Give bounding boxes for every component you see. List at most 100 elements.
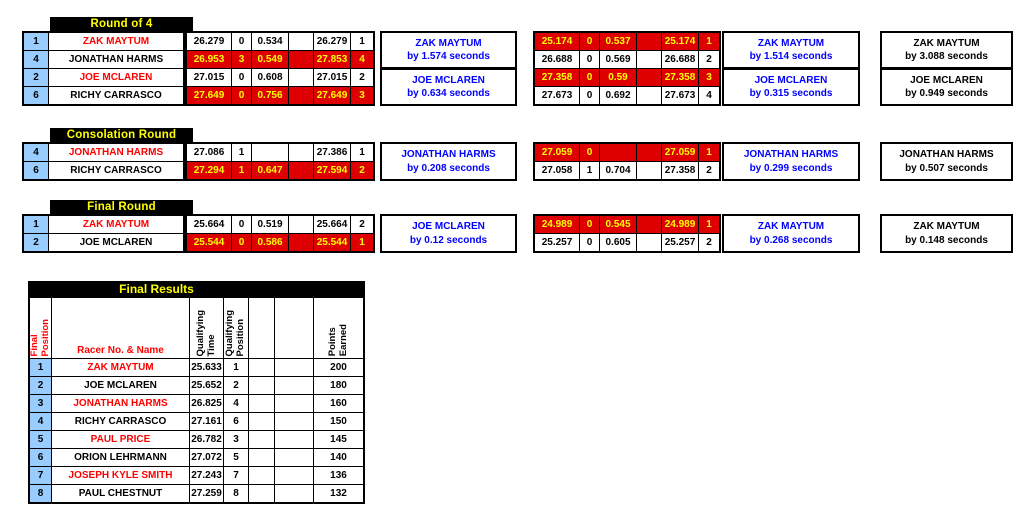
blank-cell [249, 467, 274, 484]
racer-name-cell: PAUL CHESTNUT [52, 485, 189, 502]
reaction-cell: 0.59 [600, 69, 636, 86]
total-cell: 25.544 [314, 234, 350, 251]
blank-cell [275, 377, 313, 394]
qualifying-time-cell: 27.259 [190, 485, 223, 502]
qualifying-position-cell: 4 [224, 395, 248, 412]
winner-name: ZAK MAYTUM [415, 37, 482, 49]
final-results-table: Final Position Racer No. & Name Qualifyi… [28, 296, 365, 504]
rank-cell: 2 [351, 216, 373, 233]
winner-name: JOE MCLAREN [910, 74, 983, 86]
points-cell: 145 [314, 431, 363, 448]
gap-cell [289, 51, 313, 68]
points-cell: 150 [314, 413, 363, 430]
winner-margin: by 0.299 seconds [749, 162, 833, 174]
final-position-header: Final Position [29, 298, 51, 358]
qualifying-position-cell: 2 [224, 377, 248, 394]
racer-name-header: Racer No. & Name [52, 298, 189, 358]
run1-winner-box: ZAK MAYTUM by 1.574 seconds [380, 31, 517, 69]
final-results-title: Final Results [28, 281, 365, 296]
time-cell: 26.688 [535, 51, 579, 68]
seed-cell: 2 [24, 69, 48, 86]
final-position-cell: 6 [30, 449, 51, 466]
seed-cell: 4 [24, 144, 48, 161]
total-cell: 24.989 [662, 216, 698, 233]
racer-name-cell: RICHY CARRASCO [52, 413, 189, 430]
points-cell: 140 [314, 449, 363, 466]
rank-cell: 2 [351, 69, 373, 86]
blank-header [275, 298, 313, 358]
winner-name: JONATHAN HARMS [401, 149, 496, 160]
racer-name-cell: JONATHAN HARMS [49, 51, 183, 68]
winner-margin: by 0.634 seconds [407, 88, 490, 99]
blank-cell [249, 431, 274, 448]
total-cell: 27.853 [314, 51, 350, 68]
run2-winner-box: ZAK MAYTUM by 1.514 seconds [722, 31, 860, 69]
gap-cell [637, 234, 661, 251]
penalty-cell: 0 [580, 234, 599, 251]
time-cell: 24.989 [535, 216, 579, 233]
time-cell: 26.953 [187, 51, 231, 68]
gap-cell [637, 216, 661, 233]
winner-margin: by 0.315 seconds [749, 88, 833, 99]
gap-cell [637, 162, 661, 179]
final-position-cell: 2 [30, 377, 51, 394]
penalty-cell: 0 [580, 144, 599, 161]
points-cell: 160 [314, 395, 363, 412]
penalty-cell: 3 [232, 51, 251, 68]
winner-name: ZAK MAYTUM [757, 221, 825, 232]
time-cell: 27.058 [535, 162, 579, 179]
round-of-4-run1-table: 26.279 0 0.534 26.279 1 26.953 3 0.549 2… [185, 31, 375, 106]
qualifying-time-header: Qualifying Time [190, 298, 223, 358]
seed-cell: 1 [24, 216, 48, 233]
seed-cell: 6 [24, 162, 48, 179]
total-cell: 25.664 [314, 216, 350, 233]
gap-cell [289, 234, 313, 251]
rank-cell: 2 [699, 162, 719, 179]
seed-cell: 4 [24, 51, 48, 68]
winner-name: ZAK MAYTUM [757, 37, 825, 49]
winner-name: JONATHAN HARMS [743, 149, 839, 160]
qualifying-time-header-label: Qualifying Time [194, 309, 217, 356]
penalty-cell: 0 [580, 87, 599, 104]
time-cell: 27.358 [535, 69, 579, 86]
time-cell: 26.279 [187, 33, 231, 50]
rank-cell: 4 [699, 87, 719, 104]
overall-winner-box: JONATHAN HARMS by 0.507 seconds [880, 142, 1013, 181]
winner-margin: by 0.148 seconds [905, 234, 988, 246]
gap-cell [289, 87, 313, 104]
rank-cell: 1 [351, 33, 373, 50]
winner-margin: by 3.088 seconds [905, 51, 988, 62]
qualifying-time-cell: 26.782 [190, 431, 223, 448]
gap-cell [637, 69, 661, 86]
qualifying-time-cell: 27.243 [190, 467, 223, 484]
final-position-cell: 4 [30, 413, 51, 430]
points-earned-header-label: Points Earned [326, 323, 349, 356]
qualifying-position-header: Qualifying Position [224, 298, 248, 358]
final-round-run1-table: 25.664 0 0.519 25.664 2 25.544 0 0.586 2… [185, 214, 375, 253]
final-position-cell: 8 [30, 485, 51, 502]
total-cell: 26.279 [314, 33, 350, 50]
rank-cell: 1 [699, 216, 719, 233]
reaction-cell: 0.647 [252, 162, 288, 179]
run1-winner-box: JOE MCLAREN by 0.12 seconds [380, 214, 517, 253]
gap-cell [289, 216, 313, 233]
winner-margin: by 0.208 seconds [407, 162, 490, 174]
penalty-cell: 1 [580, 162, 599, 179]
racer-name-cell: JONATHAN HARMS [52, 395, 189, 412]
winner-margin: by 0.507 seconds [905, 162, 988, 174]
reaction-cell: 0.534 [252, 33, 288, 50]
gap-cell [637, 87, 661, 104]
blank-cell [249, 359, 274, 376]
rank-cell: 1 [699, 144, 719, 161]
racer-name-cell: JOE MCLAREN [52, 377, 189, 394]
blank-cell [275, 467, 313, 484]
total-cell: 27.594 [314, 162, 350, 179]
points-earned-header: Points Earned [314, 298, 363, 358]
reaction-cell: 0.756 [252, 87, 288, 104]
rank-cell: 3 [699, 69, 719, 86]
blank-cell [275, 395, 313, 412]
seed-cell: 1 [24, 33, 48, 50]
racer-name-cell: RICHY CARRASCO [49, 87, 183, 104]
seed-cell: 2 [24, 234, 48, 251]
winner-margin: by 0.268 seconds [749, 234, 833, 246]
